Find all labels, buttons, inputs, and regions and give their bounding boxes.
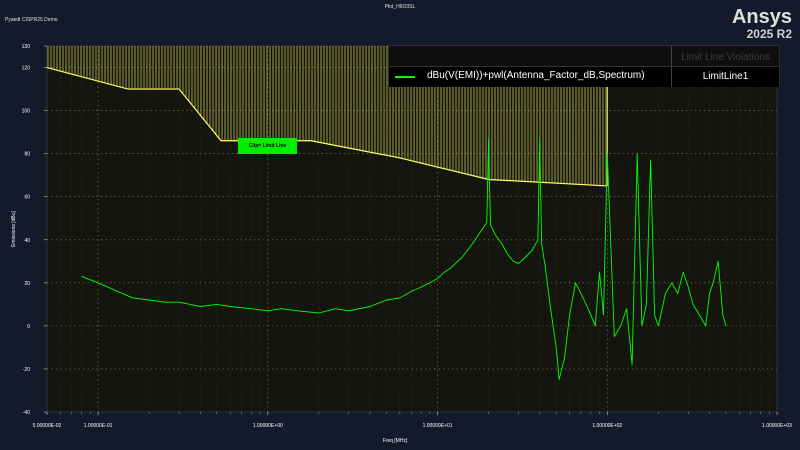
brand-version: 2025 R2 — [746, 27, 792, 41]
brand-block: Ansys 2025 R2 — [732, 6, 792, 41]
x-tick-label-5: 1.00000E+03 — [762, 423, 792, 429]
x-axis-label: Freq [MHz] — [383, 438, 408, 444]
y-tick-label-0: -40 — [23, 410, 30, 416]
series-line-0[interactable] — [81, 138, 727, 381]
x-tick-label-3: 1.00000E+01 — [423, 423, 453, 429]
plot-area[interactable] — [47, 46, 777, 412]
y-tick-label-4: 40 — [24, 238, 30, 244]
y-tick-label-9: 130 — [22, 44, 31, 50]
y-tick-label-8: 120 — [22, 66, 31, 72]
y-axis-ticks: -40 -20 0 20 40 60 80 100 120 130 — [22, 44, 47, 416]
x-tick-label-4: 1.00000E+02 — [592, 423, 622, 429]
brand-name: Ansys — [731, 6, 792, 28]
legend-row[interactable]: dBu(V(EMI))+pwl(Antenna_Factor_dB,Spectr… — [389, 66, 779, 87]
x-tick-label-0: 5.00000E-02 — [33, 423, 62, 429]
legend-header-violations: Limit Line Violations — [671, 46, 779, 66]
trace-line — [81, 138, 727, 381]
legend-limit-label: LimitLine1 — [671, 67, 779, 87]
x-tick-label-2: 1.00000E+00 — [253, 423, 283, 429]
clip-limit-annotation[interactable]: Clip= Limit Line — [238, 138, 297, 154]
y-tick-label-3: 20 — [24, 281, 30, 287]
x-axis-ticks: 5.00000E-02 1.00000E-01 1.00000E+00 1.00000… — [33, 412, 792, 429]
legend-series-label: dBu(V(EMI))+pwl(Antenna_Factor_dB,Spectr… — [427, 70, 645, 81]
legend[interactable]: Limit Line Violations dBu(V(EMI))+pwl(An… — [388, 45, 780, 87]
y-tick-label-5: 60 — [24, 195, 30, 201]
y-tick-label-7: 100 — [22, 109, 31, 115]
y-tick-label-2: 0 — [27, 324, 30, 330]
y-tick-label-1: -20 — [23, 367, 30, 373]
legend-swatch — [395, 76, 415, 78]
plot-title: Plot_H6O3SL — [384, 4, 416, 10]
app-subtitle: Pyaedt CISPR25 Demo — [5, 17, 58, 23]
x-tick-label-1: 1.00000E-01 — [84, 423, 113, 429]
y-axis-label: Emissions [dBu] — [11, 210, 17, 246]
y-tick-label-6: 80 — [24, 152, 30, 158]
grid-lines — [46, 45, 778, 413]
